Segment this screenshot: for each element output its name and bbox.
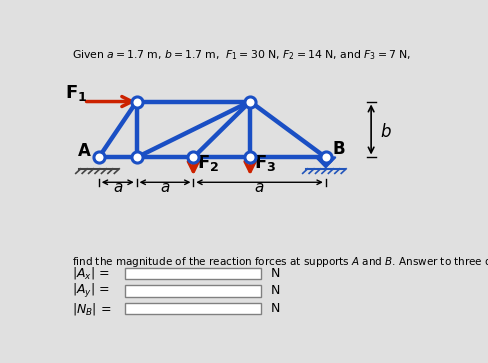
Text: |$N_B$| =: |$N_B$| = bbox=[72, 301, 112, 317]
Text: B: B bbox=[332, 140, 345, 158]
Polygon shape bbox=[316, 158, 335, 167]
Text: Given $a = 1.7$ m, $b = 1.7$ m,  $F_1 = 30$ N, $F_2 = 14$ N, and $F_3 = 7$ N,: Given $a = 1.7$ m, $b = 1.7$ m, $F_1 = 3… bbox=[72, 48, 411, 61]
Bar bbox=[125, 285, 262, 297]
Text: a: a bbox=[255, 180, 264, 195]
Bar bbox=[125, 303, 262, 314]
Text: N: N bbox=[271, 267, 280, 280]
Text: a: a bbox=[113, 180, 122, 195]
Text: $\mathbf{F_2}$: $\mathbf{F_2}$ bbox=[197, 153, 220, 173]
Text: b: b bbox=[381, 123, 391, 140]
Text: find the magnitude of the reaction forces at supports $A$ and $B$. Answer to thr: find the magnitude of the reaction force… bbox=[72, 255, 488, 269]
Text: |$A_x$| =: |$A_x$| = bbox=[72, 265, 110, 281]
Text: N: N bbox=[271, 302, 280, 315]
Text: A: A bbox=[78, 142, 91, 160]
Text: N: N bbox=[271, 285, 280, 297]
Text: a: a bbox=[161, 180, 170, 195]
Text: $\mathbf{F_1}$: $\mathbf{F_1}$ bbox=[65, 83, 87, 103]
Text: $\mathbf{F_3}$: $\mathbf{F_3}$ bbox=[254, 153, 276, 173]
Bar bbox=[125, 268, 262, 279]
Text: |$A_y$| =: |$A_y$| = bbox=[72, 282, 110, 300]
